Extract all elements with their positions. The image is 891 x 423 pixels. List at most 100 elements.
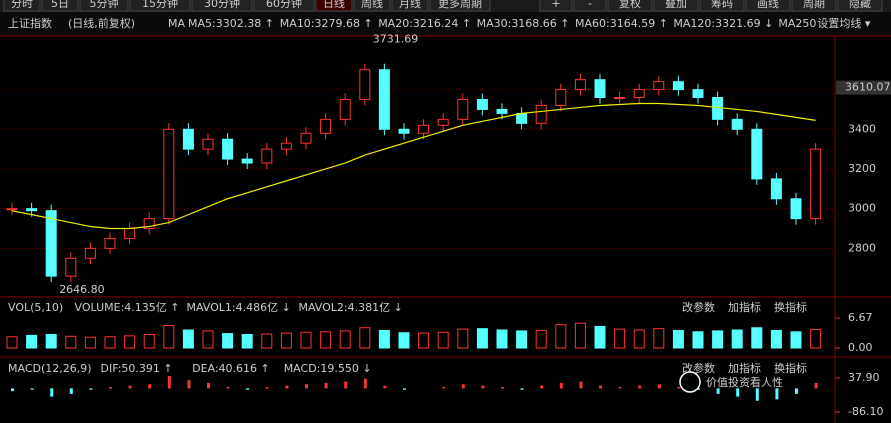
macd-bar — [69, 388, 73, 394]
tab-bg[interactable] — [191, 0, 253, 12]
tool-bg[interactable] — [573, 0, 607, 12]
tab-bg[interactable] — [429, 0, 491, 12]
volume-bar — [339, 330, 351, 349]
tab[interactable]: 30分钟 — [204, 0, 240, 10]
tool[interactable]: 隐藏 — [849, 0, 871, 10]
macd-bar — [344, 381, 348, 389]
candle — [261, 148, 273, 164]
tool[interactable]: 画线 — [757, 0, 779, 10]
macd-bar — [540, 385, 544, 389]
volume-bar — [692, 331, 704, 349]
tab[interactable]: 60分钟 — [266, 0, 302, 10]
volume-bar — [653, 328, 665, 349]
ma-value: MA10:3279.68 ↑ — [280, 17, 373, 30]
macd-bar — [697, 388, 700, 390]
candle — [45, 210, 57, 277]
tool-bg[interactable] — [791, 0, 837, 12]
macd-bar — [716, 388, 720, 394]
panel-button[interactable]: 加指标 — [728, 361, 761, 375]
last-price-bg — [836, 80, 891, 95]
tool-bg[interactable] — [539, 0, 573, 12]
candle — [633, 89, 645, 99]
tab[interactable]: 5日 — [51, 0, 69, 10]
volume-bar — [731, 329, 743, 349]
tab[interactable]: 分时 — [11, 0, 33, 10]
volume-bar — [6, 336, 18, 349]
macd-bar — [403, 388, 406, 390]
tab-bg[interactable] — [315, 0, 353, 12]
candle — [574, 79, 586, 91]
tool-bg[interactable] — [653, 0, 699, 12]
tool[interactable]: 复权 — [619, 0, 641, 10]
panel-tick: 6.67 — [848, 311, 873, 324]
tab-bg[interactable] — [79, 0, 129, 12]
tab-bg[interactable] — [391, 0, 429, 12]
tab[interactable]: 15分钟 — [142, 0, 178, 10]
macd-bar — [677, 387, 681, 389]
macd-bar — [736, 388, 740, 397]
volume-bar — [555, 324, 567, 349]
settings[interactable]: 设置均线 ▾ — [817, 16, 870, 30]
price-tick: 2800 — [848, 241, 876, 254]
candle — [65, 257, 77, 277]
volume-bar — [516, 330, 528, 349]
macd-bar — [461, 384, 465, 389]
panel-value: DEA:40.616 ↑ — [192, 362, 270, 375]
macd-bar — [128, 385, 132, 389]
tab[interactable]: 月线 — [399, 0, 421, 10]
tab[interactable]: 更多周期 — [438, 0, 482, 10]
tab-bg[interactable] — [41, 0, 79, 12]
ma-label: MA — [168, 17, 185, 30]
volume-bar — [770, 329, 782, 349]
panel-value: MACD:19.550 ↓ — [284, 362, 372, 375]
tab-bg[interactable] — [129, 0, 191, 12]
macd-bar — [109, 387, 112, 389]
tab[interactable]: 5分钟 — [90, 0, 119, 10]
volume-bar — [398, 332, 410, 349]
macd-bar — [305, 384, 308, 389]
panel-button[interactable]: 加指标 — [728, 300, 761, 314]
candle — [731, 118, 743, 130]
macd-bar — [775, 388, 779, 400]
volume-bar — [84, 336, 96, 349]
candle — [770, 178, 782, 200]
panel-value: VOLUME:4.135亿 ↑ — [75, 301, 180, 314]
low-label: 2646.80 — [59, 283, 104, 296]
watermark: 价值投资看人性 — [706, 375, 783, 389]
volume-bar — [261, 333, 273, 349]
tab-bg[interactable] — [353, 0, 391, 12]
candle — [104, 237, 116, 249]
tab-bg[interactable] — [253, 0, 315, 12]
volume-bar — [418, 332, 430, 349]
tab[interactable]: 日线 — [323, 0, 345, 10]
volume-bar — [574, 322, 586, 349]
tool-bg[interactable] — [745, 0, 791, 12]
macd-bar — [11, 388, 14, 392]
candle — [26, 208, 38, 212]
candle — [790, 198, 802, 220]
price-tick: 3200 — [848, 162, 876, 175]
candle — [418, 124, 430, 134]
tool-bg[interactable] — [607, 0, 653, 12]
tool[interactable]: + — [551, 0, 560, 10]
macd-bar — [755, 388, 759, 401]
panel-tick: 37.90 — [848, 371, 880, 384]
candle — [163, 128, 175, 220]
panel-button[interactable]: 改参数 — [682, 300, 715, 314]
panel-button[interactable]: 换指标 — [774, 361, 807, 375]
tool[interactable]: - — [588, 0, 592, 10]
volume-bar — [104, 336, 116, 349]
candle — [124, 228, 136, 239]
tool[interactable]: 周期 — [803, 0, 825, 10]
tool-bg[interactable] — [837, 0, 883, 12]
panel-title: VOL(5,10) — [8, 301, 63, 314]
ma-value: MA60:3164.59 ↑ — [575, 17, 668, 30]
tab[interactable]: 周线 — [361, 0, 383, 10]
tool[interactable]: 叠加 — [665, 0, 687, 10]
watermark-icon — [679, 371, 701, 393]
tool-bg[interactable] — [699, 0, 745, 12]
tool[interactable]: 筹码 — [711, 0, 733, 10]
panel-button[interactable]: 换指标 — [774, 300, 807, 314]
tab-bg[interactable] — [3, 0, 41, 12]
